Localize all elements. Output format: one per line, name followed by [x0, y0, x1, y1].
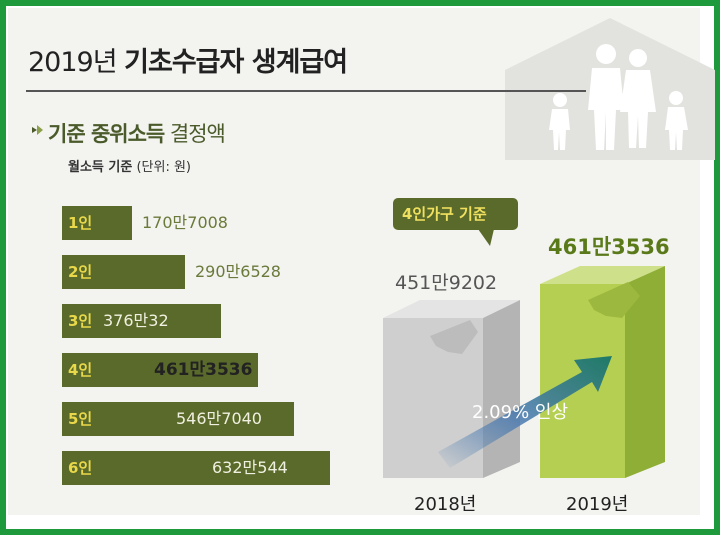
badge-text: 4인가구 기준 — [402, 205, 487, 223]
title-underline — [26, 90, 586, 92]
household-bar-value: 170만7008 — [142, 213, 228, 232]
increase-arrow-icon — [438, 356, 612, 468]
household-bar-value: 461만3536 — [154, 360, 253, 380]
household-bar-3 — [62, 304, 221, 338]
household-bar-value: 290만6528 — [195, 262, 281, 281]
household-bar-label: 6인 — [68, 459, 93, 477]
badge-4-person — [393, 198, 518, 246]
household-bar-label: 2인 — [68, 263, 93, 281]
household-bar-label: 1인 — [68, 214, 93, 232]
subtitle-light: 결정액 — [169, 122, 226, 146]
chart-subtitle: 기준 중위소득 결정액 — [48, 118, 226, 148]
box-2018-top — [383, 300, 520, 318]
box-2018-side — [483, 300, 520, 478]
household-bar-2 — [62, 255, 185, 289]
household-bar-value: 546만7040 — [176, 409, 262, 428]
title-main: 기초수급자 생계급여 — [124, 47, 348, 78]
household-bar-5 — [62, 402, 294, 436]
unit-note: 월소득 기준 (단위: 원) — [68, 156, 191, 175]
family-icon — [549, 44, 688, 150]
box-2019-side — [625, 266, 665, 478]
increase-label: 2.09% 인상 — [472, 402, 569, 423]
box-2019-top — [540, 266, 665, 284]
unit-basis: 월소득 기준 — [68, 160, 133, 175]
box-2019-shadow-icon — [588, 282, 640, 318]
household-bar-4 — [62, 353, 258, 387]
title-year: 2019년 — [28, 47, 118, 78]
household-bar-label: 3인 — [68, 312, 93, 330]
unit-text: (단위: 원) — [136, 160, 192, 175]
arrow-bullet-icon — [32, 125, 43, 135]
household-bar-1 — [62, 206, 132, 240]
value-2019: 461만3536 — [548, 235, 670, 259]
year-label-2019: 2019년 — [566, 494, 629, 515]
household-bar-6 — [62, 451, 330, 485]
year-label-2018: 2018년 — [414, 494, 477, 515]
box-2018-shadow-icon — [430, 320, 478, 354]
household-bar-value: 632만544 — [212, 458, 288, 477]
household-bar-label: 5인 — [68, 410, 93, 428]
household-bar-value: 376만32 — [103, 311, 169, 330]
household-bar-label: 4인 — [68, 361, 93, 379]
page-title: 2019년 기초수급자 생계급여 — [28, 40, 348, 79]
value-2018: 451만9202 — [395, 272, 498, 294]
subtitle-bold: 기준 중위소득 — [48, 122, 165, 146]
